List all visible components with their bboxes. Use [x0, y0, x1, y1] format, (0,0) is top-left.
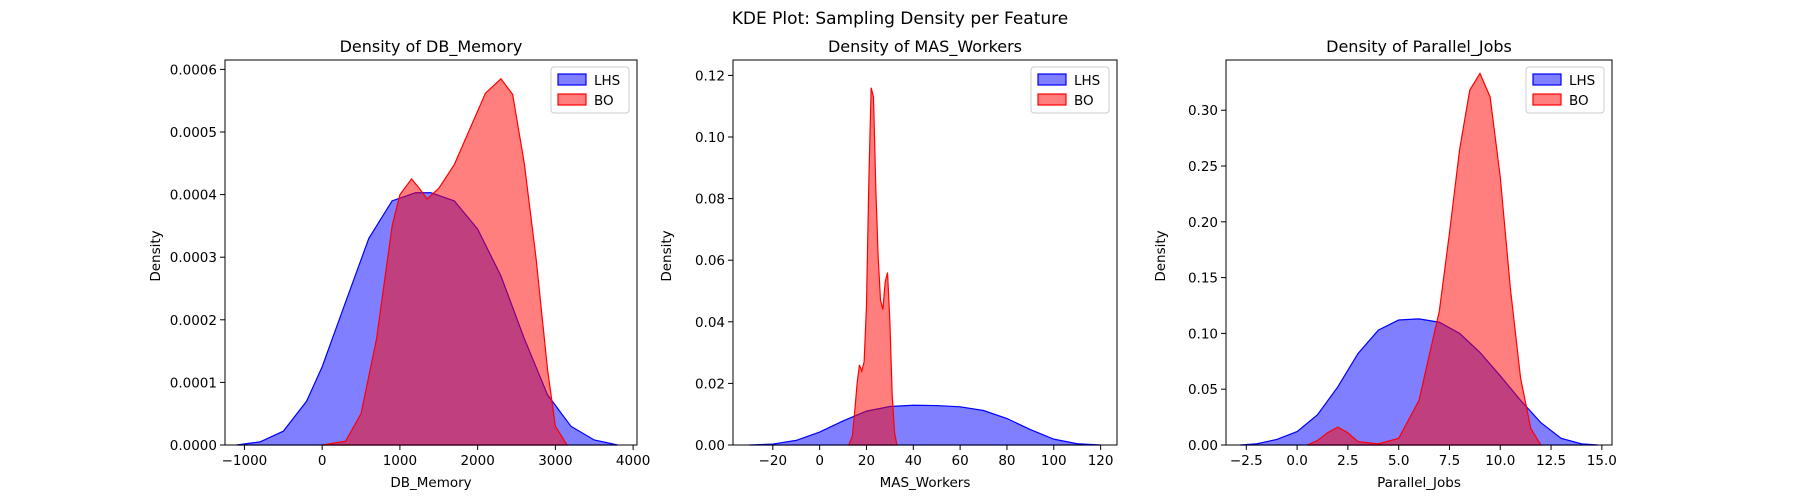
x-tick-label: 15.0: [1587, 453, 1617, 469]
legend: LHS BO: [1030, 66, 1110, 114]
y-tick-label: 0.06: [695, 253, 725, 269]
x-axis-label: MAS_Workers: [880, 475, 971, 491]
x-tick-label: 2000: [460, 453, 494, 469]
axes-frame: [732, 59, 1118, 446]
legend-swatch-lhs: [1532, 73, 1562, 86]
legend: LHS BO: [550, 66, 630, 114]
y-axis-label: Density: [1153, 230, 1169, 281]
x-tick-label: 80: [998, 453, 1015, 469]
x-tick-label: 60: [952, 453, 969, 469]
y-tick-label: 0.00: [695, 438, 725, 454]
legend: LHS BO: [1525, 66, 1605, 114]
y-tick-label: 0.15: [1188, 271, 1218, 287]
x-tick-label: 40: [905, 453, 922, 469]
axes-frame: [1225, 59, 1613, 446]
x-tick-label: 4000: [616, 453, 650, 469]
y-tick-label: 0.04: [695, 315, 725, 331]
y-tick-label: 0.20: [1188, 215, 1218, 231]
y-tick-label: 0.08: [695, 192, 725, 208]
legend-label-bo: BO: [594, 93, 614, 109]
y-tick-label: 0.0002: [170, 313, 217, 329]
y-tick-label: 0.12: [695, 68, 725, 84]
x-tick-label: −2.5: [1230, 453, 1263, 469]
legend-label-bo: BO: [1074, 93, 1094, 109]
panel-db-memory: Density of DB_Memory DB_Memory Density −…: [148, 37, 650, 491]
legend-label-lhs: LHS: [1074, 73, 1100, 89]
panel-mas-workers: Density of MAS_Workers MAS_Workers Densi…: [659, 37, 1118, 491]
panel-parallel-jobs: Density of Parallel_Jobs Parallel_Jobs D…: [1153, 37, 1617, 491]
density-area-bo: [1307, 72, 1542, 446]
panel-title: Density of MAS_Workers: [828, 37, 1022, 57]
x-tick-label: −1000: [222, 453, 268, 469]
panel-title: Density of DB_Memory: [340, 37, 523, 57]
legend-swatch-lhs: [1037, 73, 1067, 86]
density-area-bo: [848, 87, 898, 446]
x-tick-label: −20: [759, 453, 788, 469]
legend-swatch-bo: [557, 93, 587, 106]
y-tick-label: 0.0001: [170, 375, 217, 391]
y-tick-label: 0.0000: [170, 438, 217, 454]
x-tick-label: 100: [1041, 453, 1067, 469]
x-tick-label: 12.5: [1536, 453, 1566, 469]
axes-frame: [224, 59, 638, 446]
x-tick-label: 10.0: [1485, 453, 1515, 469]
legend-swatch-lhs: [557, 73, 587, 86]
x-tick-label: 20: [858, 453, 875, 469]
x-tick-label: 120: [1088, 453, 1114, 469]
x-tick-label: 0: [318, 453, 327, 469]
x-tick-label: 5.0: [1388, 453, 1409, 469]
y-tick-label: 0.0003: [170, 250, 217, 266]
legend-label-bo: BO: [1569, 93, 1589, 109]
legend-swatch-bo: [1532, 93, 1562, 106]
y-tick-label: 0.25: [1188, 159, 1218, 175]
y-tick-label: 0.0005: [170, 125, 217, 141]
x-tick-label: 0.0: [1286, 453, 1307, 469]
y-tick-label: 0.00: [1188, 438, 1218, 454]
x-axis-label: DB_Memory: [390, 475, 471, 491]
legend-label-lhs: LHS: [594, 73, 620, 89]
y-tick-label: 0.30: [1188, 103, 1218, 119]
y-tick-label: 0.02: [695, 376, 725, 392]
x-tick-label: 7.5: [1439, 453, 1460, 469]
y-tick-label: 0.10: [695, 130, 725, 146]
x-tick-label: 3000: [538, 453, 572, 469]
x-tick-label: 1000: [383, 453, 417, 469]
legend-swatch-bo: [1037, 93, 1067, 106]
y-tick-label: 0.10: [1188, 326, 1218, 342]
legend-label-lhs: LHS: [1569, 73, 1595, 89]
panel-title: Density of Parallel_Jobs: [1326, 37, 1512, 57]
y-tick-label: 0.05: [1188, 382, 1218, 398]
density-area-bo: [322, 77, 569, 446]
x-tick-label: 2.5: [1337, 453, 1358, 469]
density-area-lhs: [749, 404, 1101, 446]
figure-title: KDE Plot: Sampling Density per Feature: [732, 9, 1068, 29]
y-axis-label: Density: [659, 230, 675, 281]
x-axis-label: Parallel_Jobs: [1377, 475, 1461, 491]
x-tick-label: 0: [815, 453, 824, 469]
y-tick-label: 0.0004: [170, 188, 217, 204]
y-axis-label: Density: [148, 230, 164, 281]
y-tick-label: 0.0006: [170, 62, 217, 78]
